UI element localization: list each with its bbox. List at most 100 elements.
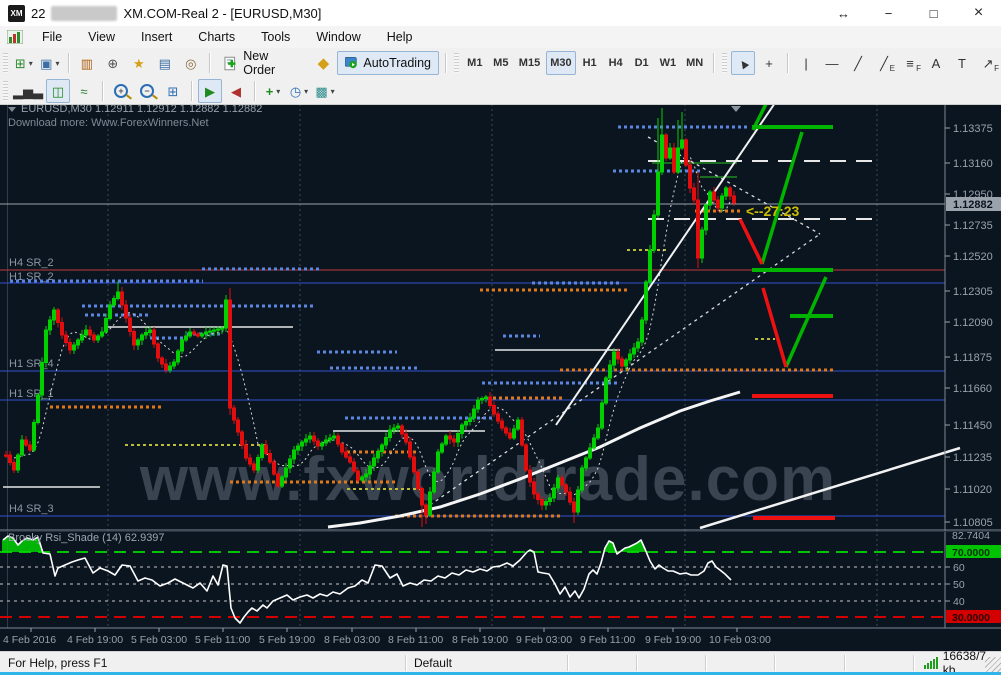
line-chart-mode-button[interactable]: ≈ (72, 79, 96, 103)
projection-lines (738, 103, 835, 520)
arrows-tool-button[interactable]: ↗ F (982, 55, 1000, 74)
status-bar: For Help, press F1 Default 16638/7 kb (0, 649, 1001, 675)
menu-help[interactable]: Help (386, 30, 413, 44)
close-button[interactable]: × (973, 4, 984, 21)
metaeditor-button[interactable]: ◆ (317, 54, 330, 72)
horizontal-line-tool-button[interactable]: — (820, 51, 844, 75)
zoom-in-button[interactable]: + (109, 79, 133, 103)
dropdown-arrow-icon[interactable]: ▾ (55, 58, 60, 68)
price-tick: 1.11020 (953, 484, 992, 496)
date-tick: 5 Feb 11:00 (195, 634, 250, 646)
candlestick-mode-button[interactable]: ◫ (46, 79, 70, 103)
bar-chart-mode-button[interactable]: ▂▅▃ (12, 79, 44, 103)
timeframe-m5[interactable]: M5 (493, 57, 509, 69)
menu-view[interactable]: View (88, 30, 116, 44)
resize-arrows-icon[interactable]: ↔ (837, 5, 850, 21)
app-icon: XM (8, 4, 25, 22)
crosshair-tool-button[interactable]: + (757, 51, 781, 75)
date-tick: 9 Feb 19:00 (645, 634, 701, 646)
menu-insert[interactable]: Insert (141, 30, 173, 44)
dropdown-arrow-icon[interactable]: ▾ (304, 86, 309, 96)
timeframe-d1[interactable]: D1 (634, 57, 649, 69)
rsi-line (2, 535, 732, 624)
price-tick: 1.10805 (953, 517, 993, 529)
status-cell (706, 654, 776, 671)
timeframe-m15[interactable]: M15 (518, 57, 541, 69)
connection-bars-icon (923, 656, 938, 669)
menu-tools[interactable]: Tools (261, 30, 291, 44)
timeframe-m30[interactable]: M30 (546, 51, 576, 75)
text-label-tool-button[interactable]: T (950, 51, 974, 75)
toolbar-grip[interactable] (453, 53, 459, 73)
date-tick: 10 Feb 03:00 (709, 634, 771, 646)
profiles-button[interactable]: ▣ ▾ (38, 51, 62, 75)
resize-grip[interactable] (985, 657, 1001, 673)
toolbar-grip[interactable] (3, 81, 8, 101)
vertical-line-tool-button[interactable]: | (794, 51, 818, 75)
status-profile[interactable]: Default (406, 654, 568, 671)
toolbar-grip[interactable] (3, 53, 8, 73)
autotrading-button[interactable]: AutoTrading (337, 51, 439, 75)
menu-file[interactable]: File (42, 30, 63, 44)
zoom-in-icon: + (114, 84, 128, 98)
chart-shift-button[interactable]: ◀ (224, 79, 248, 103)
data-window-button[interactable]: ⊕ (101, 51, 125, 75)
sr-label: H4 SR_3 (9, 503, 54, 515)
toolbar-grip[interactable] (722, 53, 728, 73)
strategy-tester-button[interactable]: ◎ (179, 51, 203, 75)
candlestick-mode-icon: ◫ (51, 83, 65, 99)
cursor-tool-button[interactable]: ▲ (731, 51, 756, 75)
fibonacci-tool-icon: ≡ (906, 55, 914, 71)
restore-button[interactable]: □ (929, 5, 938, 21)
svg-text:www.fxworldtrade.com: www.fxworldtrade.com (139, 445, 836, 514)
menu-charts[interactable]: Charts (198, 30, 236, 44)
svg-text:30.0000: 30.0000 (952, 612, 990, 624)
new-chart-button[interactable]: ⊞ ▾ (12, 51, 36, 75)
new-order-icon (224, 56, 236, 70)
auto-scroll-button[interactable]: ▶ (198, 79, 222, 103)
data-window-icon: ⊕ (107, 55, 119, 71)
timeframe-mn[interactable]: MN (686, 57, 704, 69)
candles (4, 108, 736, 527)
tile-windows-button[interactable]: ⊞ (161, 79, 185, 103)
timeframe-h4[interactable]: H4 (608, 57, 623, 69)
dropdown-arrow-icon[interactable]: ▾ (330, 86, 335, 96)
svg-text:70.0000: 70.0000 (952, 547, 990, 559)
channel-tool-button[interactable]: ╱ E (880, 55, 896, 74)
time-annotation: <--27:23 (746, 203, 800, 219)
zoom-out-button[interactable]: − (135, 79, 159, 103)
zone-dots (10, 125, 833, 518)
menu-window[interactable]: Window (316, 30, 361, 44)
timeframe-m1[interactable]: M1 (467, 57, 483, 69)
fibonacci-tool-button[interactable]: ≡ F (906, 55, 922, 74)
new-order-button[interactable]: New Order (216, 49, 310, 77)
strategy-tester-icon: ◎ (185, 55, 197, 71)
svg-text:60: 60 (953, 562, 965, 574)
vertical-line-tool-icon: | (804, 55, 808, 71)
dropdown-arrow-icon[interactable]: ▾ (276, 86, 281, 96)
trendline-tool-button[interactable]: ╱ (846, 51, 870, 75)
terminal-button[interactable]: ▤ (153, 51, 177, 75)
text-tool-button[interactable]: A (924, 51, 948, 75)
rsi-panel (0, 529, 1001, 618)
price-tick: 1.12735 (953, 220, 993, 232)
title-prefix: 22 (31, 5, 46, 21)
status-connection: 16638/7 kb (916, 649, 1001, 675)
auto-scroll-icon: ▶ (205, 83, 215, 99)
market-watch-button[interactable]: ▥ (75, 51, 99, 75)
navigator-button[interactable]: ★ (127, 51, 151, 75)
minimize-button[interactable]: − (884, 5, 893, 21)
timeframe-h1[interactable]: H1 (582, 57, 597, 69)
timeframe-w1[interactable]: W1 (659, 57, 677, 69)
dropdown-arrow-icon[interactable]: ▾ (28, 58, 33, 68)
periods-button[interactable]: ◷ ▾ (287, 79, 311, 103)
window-title: XM.COM-Real 2 - [EURUSD,M30] (123, 5, 322, 21)
new-chart-icon: ⊞ (14, 55, 26, 71)
watermark: www.fxworldtrade.com (139, 445, 836, 514)
indicators-button[interactable]: + ▾ (261, 79, 285, 103)
templates-button[interactable]: ▩ ▾ (313, 79, 337, 103)
chart-menu-icon[interactable] (7, 30, 23, 44)
status-cell (775, 654, 845, 671)
